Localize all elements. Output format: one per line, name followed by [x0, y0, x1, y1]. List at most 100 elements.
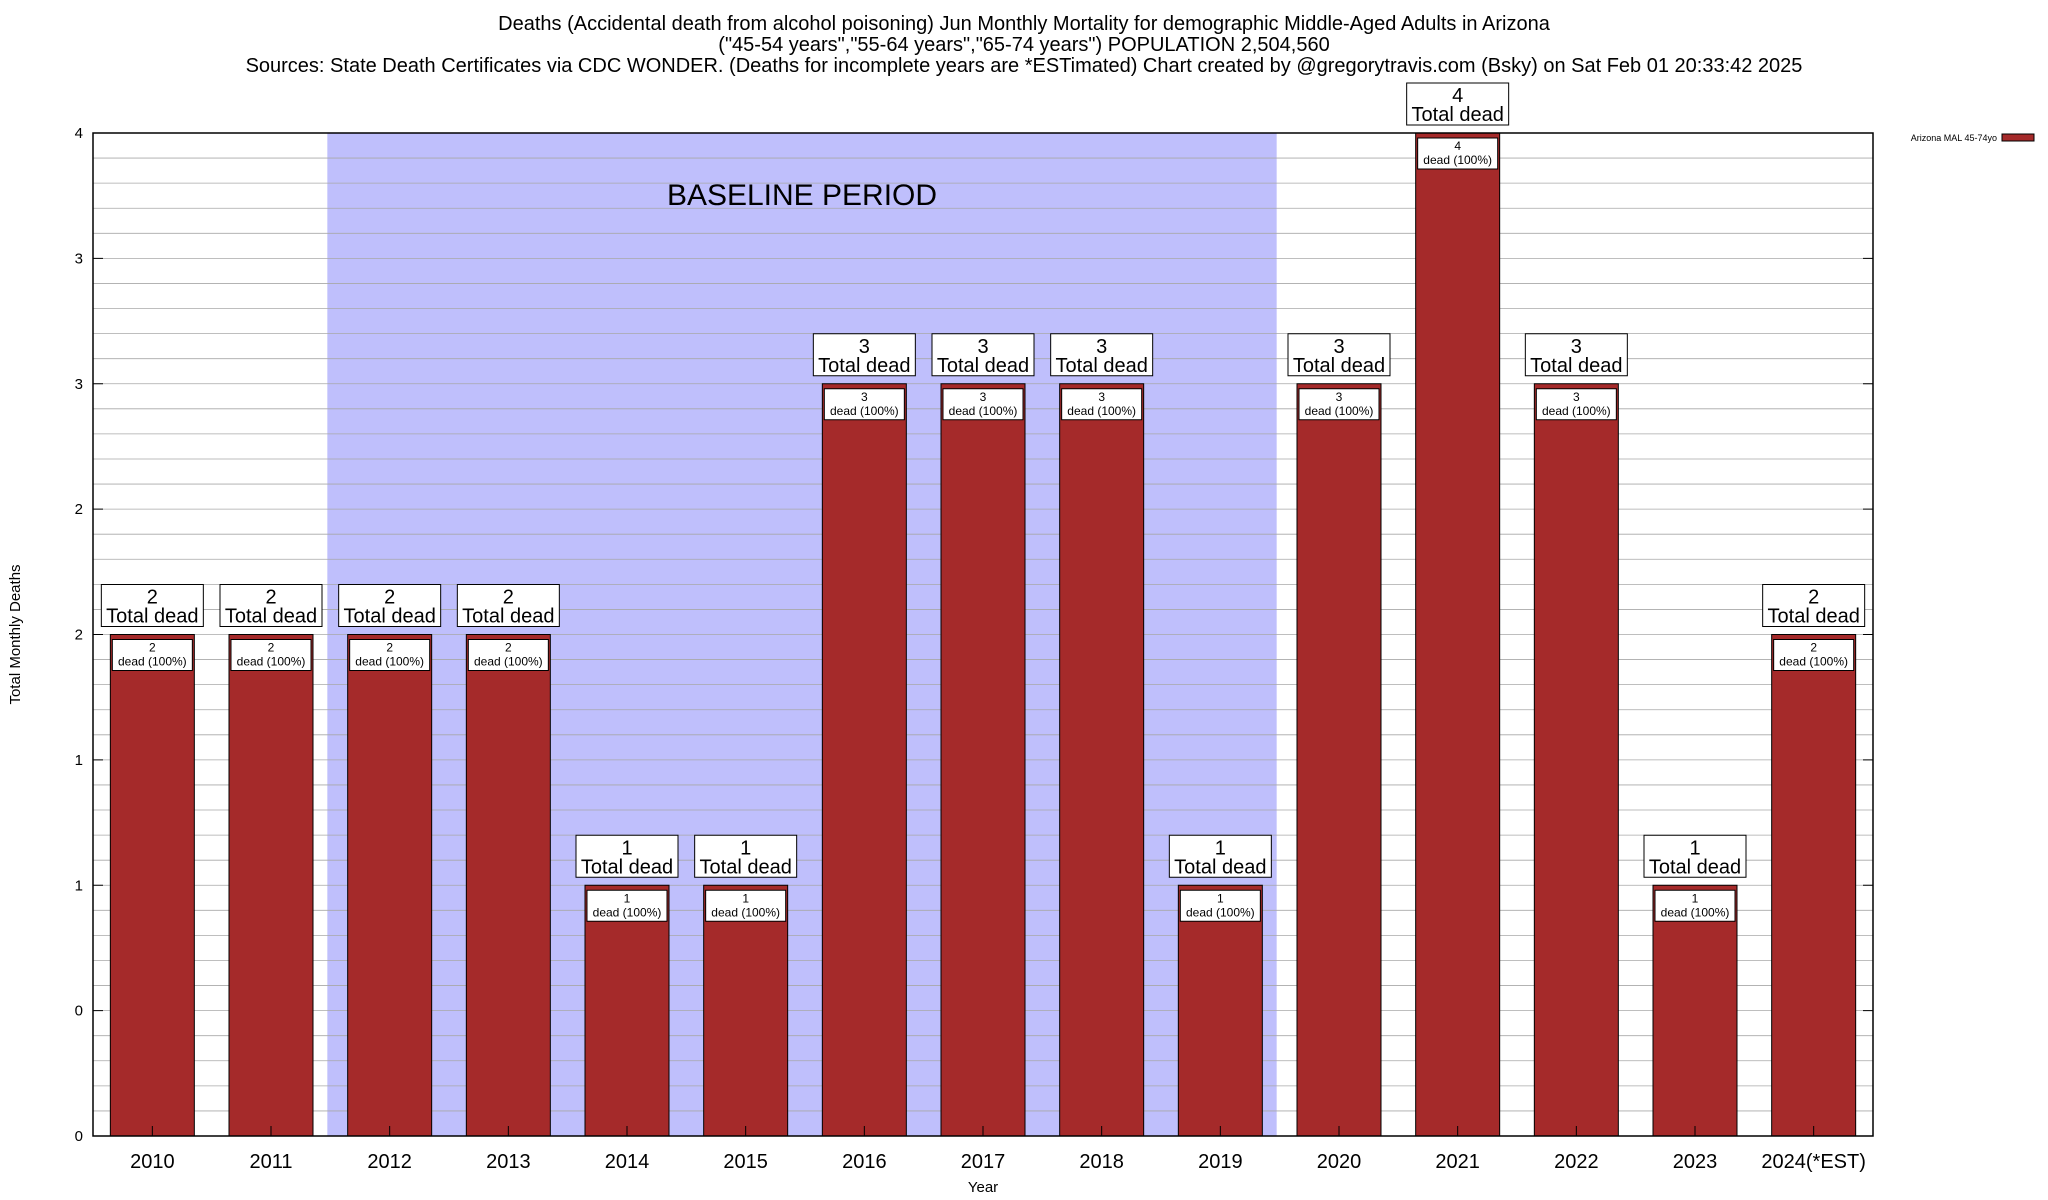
- bar-total-label-value: 3: [1571, 336, 1582, 358]
- bar-total-label-value: 2: [265, 587, 276, 609]
- bar-inner-label-box: [111, 639, 193, 671]
- bar-total-label-box: [1762, 584, 1866, 627]
- bar-inner-label-value: 2: [1810, 641, 1817, 655]
- x-tick-label: 2021: [1435, 1151, 1480, 1173]
- y-tick-label: 0: [75, 1128, 83, 1145]
- bar-total-label-box: [100, 584, 204, 627]
- bar-inner-label-text: dead (100%): [1779, 655, 1848, 669]
- bar-total-label-value: 1: [740, 837, 751, 859]
- bar-inner-label-text: dead (100%): [1186, 905, 1255, 919]
- bar: [465, 634, 551, 1137]
- bar-inner-label-value: 2: [505, 641, 512, 655]
- x-tick-label: 2013: [486, 1151, 531, 1173]
- bar-inner-label-text: dead (100%): [949, 404, 1018, 418]
- bar-total-label-value: 3: [1096, 336, 1107, 358]
- bar-total-label-text: Total dead: [1530, 355, 1622, 377]
- bar-total-label-box: [812, 333, 916, 377]
- bar-inner-label-text: dead (100%): [711, 905, 780, 919]
- bar-total-label-box: [1168, 834, 1272, 878]
- bar-total-label-text: Total dead: [225, 606, 317, 628]
- x-tick-label: 2022: [1554, 1151, 1599, 1173]
- chart-title-line-2: ("45-54 years","55-64 years","65-74 year…: [718, 34, 1330, 56]
- y-tick-label: 2: [75, 501, 83, 518]
- bar-inner-label-box: [705, 889, 787, 922]
- bar-inner-label-text: dead (100%): [118, 655, 187, 669]
- y-tick-label: 4: [75, 125, 83, 142]
- bar-total-label-box: [338, 584, 442, 627]
- x-tick-label: 2012: [367, 1151, 412, 1173]
- bar-inner-label-box: [1298, 388, 1380, 421]
- bar-total-label-box: [1524, 333, 1628, 377]
- y-axis-title: Total Monthly Deaths: [7, 564, 24, 704]
- bar-inner-label-box: [1417, 137, 1499, 170]
- x-tick-label: 2019: [1198, 1151, 1243, 1173]
- bar-inner-label-text: dead (100%): [593, 905, 662, 919]
- bar-total-label-text: Total dead: [1293, 355, 1385, 377]
- bar-inner-label-value: 2: [149, 641, 156, 655]
- bar-total-label-text: Total dead: [937, 355, 1029, 377]
- x-axis-title: Year: [968, 1179, 998, 1196]
- bar-inner-label-box: [1654, 889, 1736, 922]
- bar-total-label-value: 2: [1808, 587, 1819, 609]
- x-tick-label: 2010: [130, 1151, 175, 1173]
- bar-total-label-value: 2: [503, 587, 514, 609]
- bar: [1177, 884, 1263, 1137]
- y-tick-label: 2: [75, 627, 83, 644]
- bar-total-label-value: 3: [977, 336, 988, 358]
- bar-inner-label-text: dead (100%): [830, 404, 899, 418]
- bar: [228, 634, 314, 1137]
- bar-inner-label-value: 3: [861, 390, 868, 404]
- y-tick-label: 3: [75, 250, 83, 267]
- bar-total-label-text: Total dead: [344, 606, 436, 628]
- bar-inner-label-text: dead (100%): [355, 655, 424, 669]
- bar: [940, 383, 1026, 1137]
- bar-total-label-value: 4: [1452, 85, 1463, 107]
- bar: [1533, 383, 1619, 1137]
- bar: [1296, 383, 1382, 1137]
- bar: [1652, 884, 1738, 1137]
- bar-total-label-value: 1: [1215, 837, 1226, 859]
- bar: [109, 634, 195, 1137]
- bar-inner-label-value: 1: [1692, 891, 1699, 905]
- y-tick-label: 3: [75, 376, 83, 393]
- bar-inner-label-value: 1: [742, 891, 749, 905]
- bar-total-label-value: 2: [147, 587, 158, 609]
- bar-inner-label-value: 2: [386, 641, 393, 655]
- bar-total-label-value: 2: [384, 587, 395, 609]
- bar-total-label-box: [1643, 834, 1747, 878]
- x-tick-label: 2011: [249, 1151, 292, 1173]
- bar-inner-label-text: dead (100%): [1542, 404, 1611, 418]
- bar-inner-label-text: dead (100%): [237, 655, 306, 669]
- bar-total-label-text: Total dead: [818, 355, 910, 377]
- bar-total-label-box: [1287, 333, 1391, 377]
- bar-inner-label-box: [467, 639, 549, 671]
- axis-layer: 0 0 1 1 2 2 3 3 4 2010 2011 2012 2013 2014 2015 2016 201…: [75, 125, 1873, 1173]
- bar-total-label-value: 1: [621, 837, 632, 859]
- bar-inner-label-value: 3: [1336, 390, 1343, 404]
- bar: [1059, 383, 1145, 1137]
- bar-total-label-text: Total dead: [581, 856, 673, 878]
- bar: [1771, 634, 1857, 1137]
- bar-inner-label-box: [1535, 388, 1617, 421]
- y-tick-label: 1: [75, 752, 83, 769]
- chart-title-line-1: Deaths (Accidental death from alcohol po…: [498, 13, 1550, 35]
- bar-inner-label-box: [823, 388, 905, 421]
- bar-total-label-text: Total dead: [1412, 104, 1504, 126]
- bar-total-label-box: [219, 584, 323, 627]
- bar-total-label-value: 3: [1333, 336, 1344, 358]
- x-tick-label: 2018: [1079, 1151, 1124, 1173]
- x-tick-label: 2017: [961, 1151, 1006, 1173]
- bar-inner-label-text: dead (100%): [474, 655, 543, 669]
- baseline-period-label: BASELINE PERIOD: [667, 179, 937, 212]
- legend-swatch: [2001, 133, 2035, 142]
- bar-total-label-box: [931, 333, 1035, 377]
- bar-inner-label-text: dead (100%): [1661, 905, 1730, 919]
- bar-total-label-text: Total dead: [462, 606, 554, 628]
- bar-inner-label-box: [942, 388, 1024, 421]
- bar: [347, 634, 433, 1137]
- bar-inner-label-box: [1179, 889, 1261, 922]
- bar-total-label-text: Total dead: [700, 856, 792, 878]
- bar-inner-label-value: 1: [624, 891, 631, 905]
